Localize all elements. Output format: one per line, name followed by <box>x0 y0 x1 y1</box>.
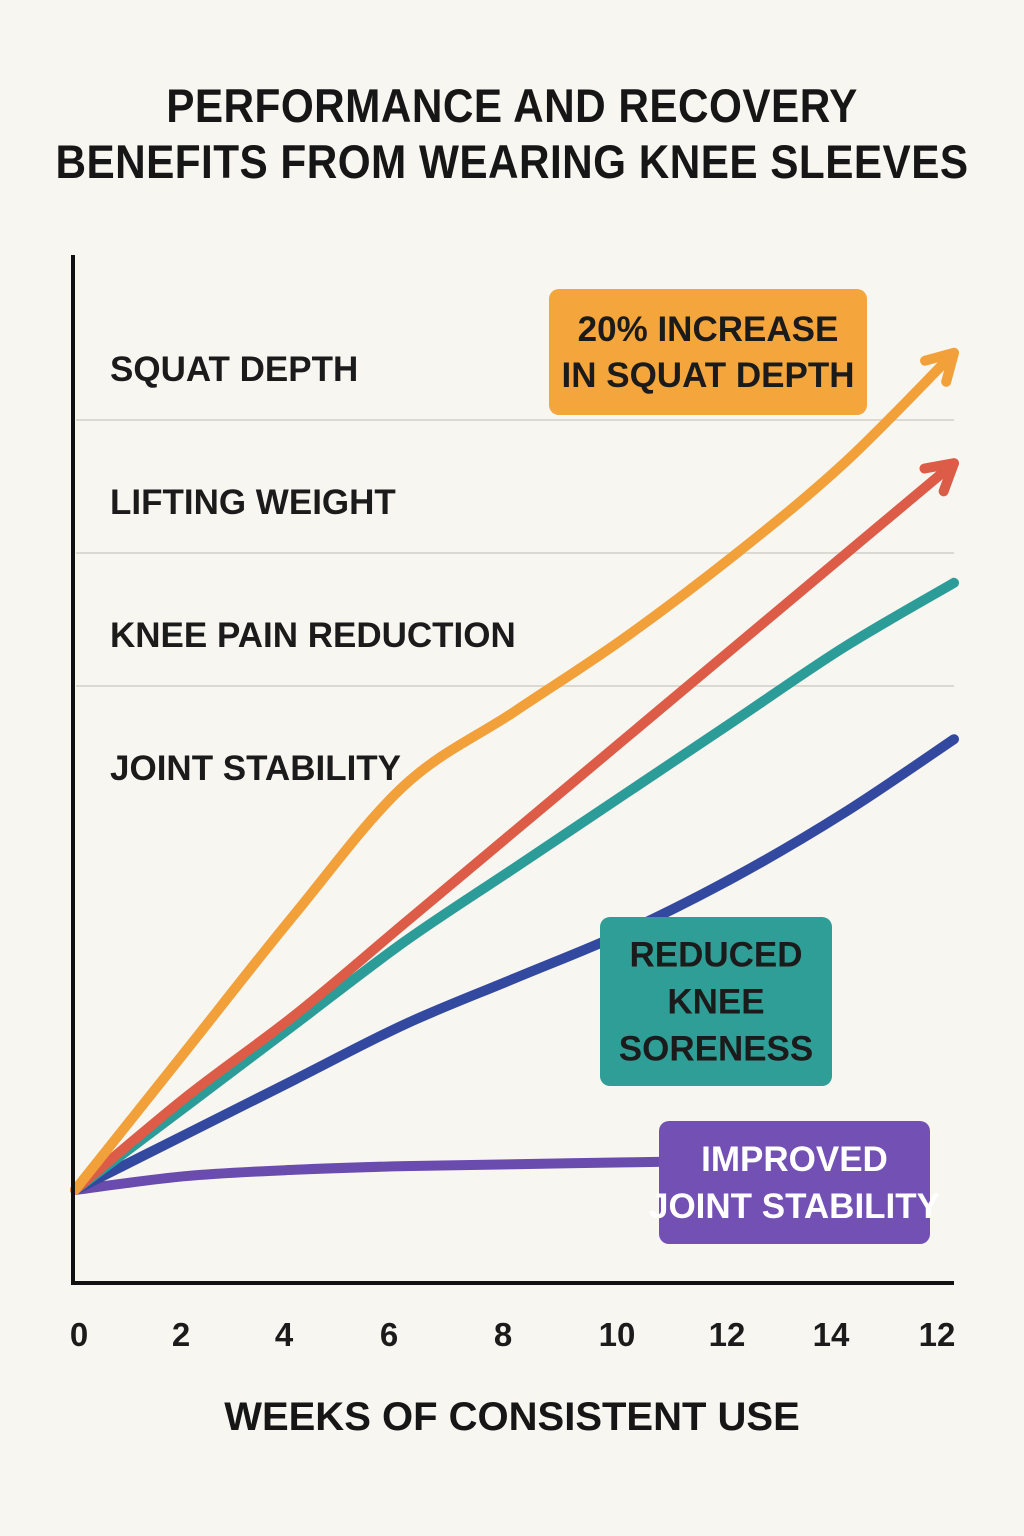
series-line-2 <box>70 458 959 1195</box>
callout-box-2: REDUCED KNEE SORENESS <box>600 917 832 1086</box>
row-label: JOINT STABILITY <box>110 749 401 788</box>
callout-background <box>549 289 867 415</box>
row-labels: SQUAT DEPTH LIFTING WEIGHT KNEE PAIN REDUC… <box>110 350 516 788</box>
series-line-5 <box>70 1155 740 1195</box>
chart-title-line-2: BENEFITS FROM WEARING KNEE SLEEVES <box>55 135 969 189</box>
callout-text: 20% INCREASE <box>578 310 839 349</box>
series-lines <box>70 347 959 1195</box>
x-tick-labels: 0 2 4 6 8 10 12 14 12 <box>70 1316 956 1353</box>
chart-title: PERFORMANCE AND RECOVERY BENEFITS FROM W… <box>51 78 973 191</box>
callout-text: IMPROVED <box>701 1140 888 1179</box>
x-tick-label: 8 <box>494 1316 512 1353</box>
row-label: KNEE PAIN REDUCTION <box>110 616 516 655</box>
row-label: SQUAT DEPTH <box>110 350 358 389</box>
x-tick-label: 14 <box>813 1316 850 1353</box>
grid-lines <box>76 419 954 687</box>
axes <box>71 255 954 1285</box>
x-tick-label: 0 <box>70 1316 88 1353</box>
x-tick-label: 4 <box>275 1316 294 1353</box>
x-tick-label: 12 <box>919 1316 956 1353</box>
chart-title-line-1: PERFORMANCE AND RECOVERY <box>166 79 858 132</box>
callout-text: JOINT STABILITY <box>649 1187 940 1226</box>
row-label: LIFTING WEIGHT <box>110 483 396 522</box>
callout-background <box>659 1121 930 1244</box>
callout-text: IN SQUAT DEPTH <box>562 356 855 395</box>
callout-text: KNEE <box>667 983 764 1022</box>
x-tick-label: 12 <box>709 1316 746 1353</box>
x-axis-label: WEEKS OF CONSISTENT USE <box>224 1395 800 1439</box>
series-arrow-1 <box>920 347 959 387</box>
callout-background <box>600 917 832 1086</box>
x-tick-label: 6 <box>380 1316 398 1353</box>
x-tick-label: 2 <box>172 1316 190 1353</box>
callout-text: REDUCED <box>629 936 802 975</box>
series-arrow-2 <box>919 458 959 497</box>
x-tick-label: 10 <box>599 1316 636 1353</box>
callouts: 20% INCREASE IN SQUAT DEPTH REDUCED KNEE SOR… <box>549 289 940 1244</box>
callout-box-3: IMPROVED JOINT STABILITY <box>649 1121 940 1244</box>
series-line-4 <box>70 734 959 1195</box>
series-line-1 <box>70 347 959 1195</box>
callout-box-1: 20% INCREASE IN SQUAT DEPTH <box>549 289 867 415</box>
series-line-3 <box>70 577 959 1195</box>
callout-text: SORENESS <box>619 1030 814 1069</box>
